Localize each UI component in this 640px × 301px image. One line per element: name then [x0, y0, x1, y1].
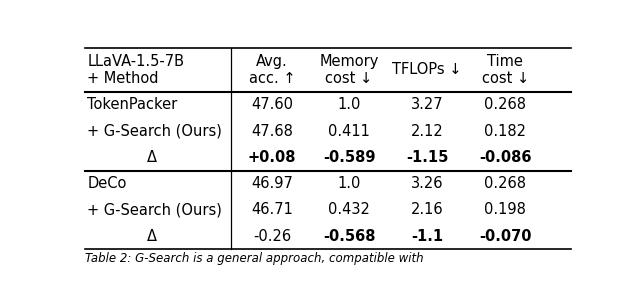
Text: 2.16: 2.16 [411, 203, 444, 217]
Text: -1.1: -1.1 [411, 229, 444, 244]
Text: Table 2: G-Search is a general approach, compatible with: Table 2: G-Search is a general approach,… [85, 252, 424, 265]
Text: -1.15: -1.15 [406, 150, 449, 165]
Text: 0.198: 0.198 [484, 203, 526, 217]
Text: TokenPacker: TokenPacker [88, 98, 178, 112]
Text: 47.68: 47.68 [252, 124, 293, 139]
Text: 0.432: 0.432 [328, 203, 370, 217]
Text: 0.268: 0.268 [484, 176, 526, 191]
Text: -0.568: -0.568 [323, 229, 375, 244]
Text: +0.08: +0.08 [248, 150, 296, 165]
Text: Memory
cost ↓: Memory cost ↓ [319, 54, 379, 86]
Text: 47.60: 47.60 [252, 98, 293, 112]
Text: + G-Search (Ours): + G-Search (Ours) [88, 203, 222, 217]
Text: DeCo: DeCo [88, 176, 127, 191]
Text: 3.27: 3.27 [411, 98, 444, 112]
Text: -0.26: -0.26 [253, 229, 291, 244]
Text: -0.086: -0.086 [479, 150, 532, 165]
Text: Δ: Δ [147, 150, 157, 165]
Text: Δ: Δ [147, 229, 157, 244]
Text: 0.411: 0.411 [328, 124, 370, 139]
Text: 3.26: 3.26 [411, 176, 444, 191]
Text: 1.0: 1.0 [337, 176, 361, 191]
Text: + G-Search (Ours): + G-Search (Ours) [88, 124, 222, 139]
Text: 1.0: 1.0 [337, 98, 361, 112]
Text: 0.182: 0.182 [484, 124, 526, 139]
Text: Avg.
acc. ↑: Avg. acc. ↑ [249, 54, 296, 86]
Text: 46.97: 46.97 [252, 176, 293, 191]
Text: TFLOPs ↓: TFLOPs ↓ [392, 62, 462, 77]
Text: -0.070: -0.070 [479, 229, 532, 244]
Text: 2.12: 2.12 [411, 124, 444, 139]
Text: Time
cost ↓: Time cost ↓ [482, 54, 529, 86]
Text: -0.589: -0.589 [323, 150, 375, 165]
Text: 0.268: 0.268 [484, 98, 526, 112]
Text: 46.71: 46.71 [252, 203, 293, 217]
Text: LLaVA-1.5-7B
+ Method: LLaVA-1.5-7B + Method [88, 54, 184, 86]
